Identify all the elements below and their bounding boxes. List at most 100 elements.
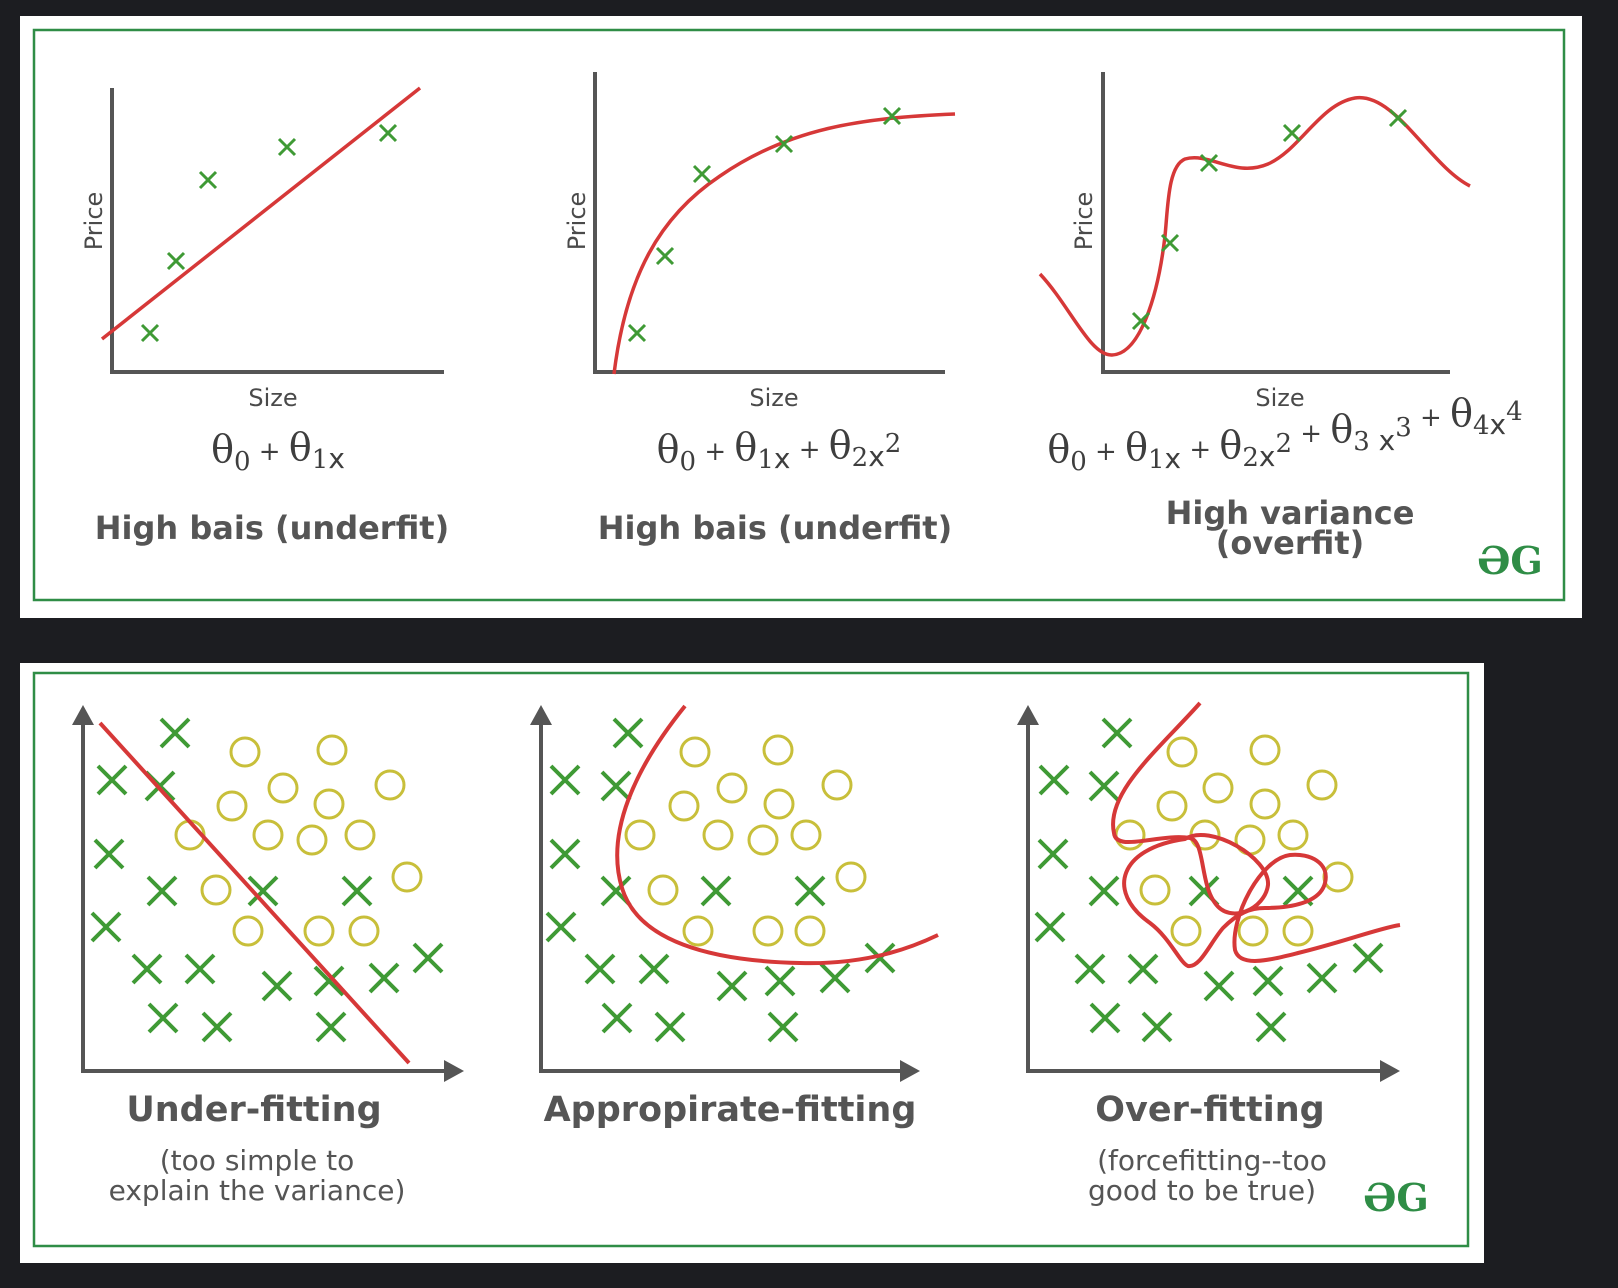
panel2-formula: θ0 + θ1x + θ2x2 [657, 423, 902, 477]
cross-marker [1034, 911, 1066, 943]
overfit-x-arrow [1380, 1060, 1400, 1082]
circle-marker [821, 769, 853, 801]
bottom-figure-svg: Under-fitting (too simple to explain the… [32, 671, 1470, 1248]
circle-marker [1237, 915, 1269, 947]
circle-marker [232, 915, 264, 947]
formula-part: θ [1219, 423, 1242, 467]
circle-marker [1139, 874, 1171, 906]
overfit-decision-curve [1111, 701, 1401, 968]
cross-marker [368, 962, 400, 994]
formula-part: 2 [1242, 443, 1259, 473]
circle-marker [1156, 790, 1188, 822]
cross-marker [692, 164, 712, 184]
circle-marker [763, 788, 795, 820]
cross-marker [1127, 953, 1159, 985]
cross-marker [261, 970, 293, 1002]
circle-marker [716, 772, 748, 804]
top-logo: ƏG [1477, 538, 1543, 583]
panel2-y-axis-label: Price [563, 192, 591, 251]
formula-part: x [774, 442, 791, 475]
cross-marker [819, 962, 851, 994]
bottom-logo: ƏG [1363, 1175, 1429, 1220]
cross-marker [277, 137, 297, 157]
formula-part: 3 [1395, 413, 1412, 443]
cross-marker [1255, 1011, 1287, 1043]
cross-marker [201, 1011, 233, 1043]
panel1-title: High bais (underfit) [95, 509, 449, 547]
cross-marker [313, 965, 345, 997]
top-figure-card: Price Size θ0 + θ1x High bais (underfit)… [20, 16, 1582, 618]
circle-marker [835, 861, 867, 893]
formula-part: 0 [1070, 447, 1087, 477]
bottom-panel-appropriate: Appropirate-fitting [530, 704, 939, 1130]
underfit-x-arrow [444, 1060, 464, 1082]
formula-part: x [328, 442, 345, 475]
cross-marker [1088, 770, 1120, 802]
formula-part: x [1165, 442, 1182, 475]
circle-marker [1170, 915, 1202, 947]
underfit-crosses [90, 717, 444, 1043]
overfit-crosses [1034, 717, 1384, 1043]
circle-marker [391, 861, 423, 893]
panel2-title: High bais (underfit) [598, 509, 952, 547]
formula-part: 2 [1275, 429, 1292, 459]
circle-marker [790, 819, 822, 851]
formula-part: 2 [885, 429, 902, 459]
formula-part: θ [1450, 391, 1473, 435]
cross-marker [315, 1011, 347, 1043]
circle-marker [303, 915, 335, 947]
circle-marker [313, 788, 345, 820]
bottom-panel-overfitting: Over-fitting (forcefitting--too good to … [1017, 701, 1401, 1207]
cross-marker [1131, 311, 1151, 331]
circle-marker [1202, 772, 1234, 804]
underfit-sub-line1: (too simple to [160, 1144, 355, 1177]
cross-marker [90, 911, 122, 943]
formula-part: θ [1047, 427, 1070, 471]
cross-marker [600, 770, 632, 802]
circle-marker [200, 874, 232, 906]
circle-marker [624, 819, 656, 851]
top-frame [32, 28, 1566, 602]
appropriate-x-arrow [900, 1060, 920, 1082]
circle-marker [1306, 769, 1338, 801]
cross-marker [1074, 953, 1106, 985]
underfit-decision-line [98, 721, 411, 1065]
formula-part: + [1181, 435, 1219, 465]
formula-part: + [696, 437, 734, 467]
bottom-figure-card: Under-fitting (too simple to explain the… [20, 663, 1484, 1263]
formula-part: 4 [1473, 411, 1490, 441]
overfit-y-arrow [1017, 705, 1039, 725]
cross-marker [93, 838, 125, 870]
cross-marker [1088, 875, 1120, 907]
formula-part: + [790, 435, 828, 465]
panel2-data-points [627, 106, 902, 343]
cross-marker [612, 717, 644, 749]
formula-part: x [1490, 408, 1507, 441]
cross-marker [549, 764, 581, 796]
circle-marker [1322, 861, 1354, 893]
formula-part: x [1259, 440, 1276, 473]
cross-marker [1089, 1002, 1121, 1034]
circle-marker [296, 824, 328, 856]
cross-marker [638, 953, 670, 985]
appropriate-crosses [545, 717, 896, 1043]
cross-marker [764, 965, 796, 997]
appropriate-y-arrow [530, 705, 552, 725]
circle-marker [762, 734, 794, 766]
overfit-sub-line2: good to be true) [1088, 1174, 1316, 1207]
underfit-y-arrow [72, 705, 94, 725]
formula-part: θ [657, 427, 680, 471]
circle-marker [316, 734, 348, 766]
panel3-formula: θ0 + θ1x + θ2x2 + θ3 x3 + θ4x4 [1047, 391, 1522, 477]
cross-marker [96, 764, 128, 796]
cross-marker [378, 123, 398, 143]
circle-marker [374, 769, 406, 801]
formula-part: 1 [757, 445, 774, 475]
circle-marker [344, 819, 376, 851]
cross-marker [184, 953, 216, 985]
bottom-frame [32, 671, 1470, 1248]
cross-marker [601, 1002, 633, 1034]
cross-marker [882, 106, 902, 126]
formula-part: + [251, 437, 289, 467]
underfit-sub-line2: explain the variance) [109, 1174, 406, 1207]
